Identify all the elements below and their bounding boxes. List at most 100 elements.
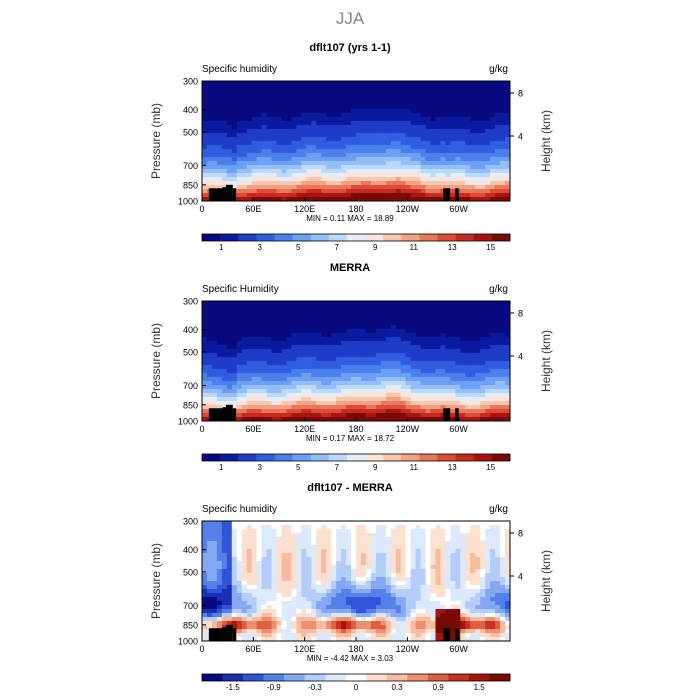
heatmap-cell: [390, 365, 397, 370]
heatmap-cell: [321, 593, 327, 598]
heatmap-cell: [370, 597, 377, 602]
heatmap-cell: [331, 113, 337, 118]
heatmap-cell: [450, 93, 456, 98]
heatmap-cell: [380, 621, 387, 626]
heatmap-cell: [380, 637, 387, 641]
heatmap-cell: [326, 377, 332, 382]
heatmap-cell: [346, 333, 352, 338]
heatmap-cell: [211, 173, 218, 178]
heatmap-cell: [375, 633, 382, 638]
heatmap-cell: [256, 373, 263, 378]
heatmap-cell: [236, 521, 243, 526]
heatmap-cell: [221, 93, 228, 98]
heatmap-cell: [460, 177, 466, 182]
heatmap-cell: [390, 337, 397, 342]
heatmap-cell: [450, 145, 456, 150]
heatmap-cell: [360, 129, 367, 134]
heatmap-cell: [301, 337, 307, 342]
heatmap-cell: [251, 137, 258, 142]
heatmap-cell: [266, 333, 273, 338]
colorbar-swatch: [220, 234, 239, 241]
heatmap-cell: [351, 553, 357, 558]
heatmap-cell: [365, 589, 372, 594]
heatmap-cell: [435, 169, 442, 174]
heatmap-cell: [351, 633, 357, 638]
heatmap-cell: [380, 137, 387, 142]
heatmap-cell: [410, 81, 417, 86]
heatmap-cell: [266, 337, 273, 342]
heatmap-cell: [351, 337, 357, 342]
colorbar-label: 11: [410, 243, 419, 252]
heatmap-cell: [425, 189, 432, 194]
heatmap-cell: [241, 97, 248, 102]
heatmap-cell: [216, 573, 223, 578]
heatmap-cell: [420, 125, 427, 130]
heatmap-cell: [356, 549, 362, 554]
heatmap-cell: [306, 537, 312, 542]
heatmap-cell: [336, 413, 342, 418]
heatmap-cell: [475, 117, 481, 122]
heatmap-cell: [395, 169, 402, 174]
heatmap-cell: [500, 329, 506, 334]
heatmap-cell: [425, 369, 432, 374]
heatmap-cell: [356, 177, 362, 182]
heatmap-cell: [365, 585, 372, 590]
heatmap-cell: [480, 341, 486, 346]
heatmap-cell: [375, 529, 382, 534]
heatmap-cell: [475, 329, 481, 334]
heatmap-cell: [505, 197, 510, 201]
heatmap-cell: [271, 549, 278, 554]
heatmap-cell: [425, 305, 432, 310]
heatmap-cell: [276, 633, 283, 638]
heatmap-cell: [251, 125, 258, 130]
heatmap-cell: [440, 345, 447, 350]
heatmap-cell: [356, 165, 362, 170]
heatmap-cell: [450, 321, 456, 326]
heatmap-cell: [226, 601, 233, 606]
heatmap-cell: [445, 105, 451, 110]
heatmap-cell: [271, 337, 278, 342]
heatmap-cell: [276, 85, 283, 90]
heatmap-cell: [276, 549, 283, 554]
heatmap-cell: [241, 573, 248, 578]
heatmap-cell: [480, 105, 486, 110]
heatmap-cell: [505, 341, 510, 346]
heatmap-cell: [306, 165, 312, 170]
heatmap-cell: [395, 97, 402, 102]
heatmap-cell: [206, 317, 213, 322]
units-label: g/kg: [489, 284, 508, 295]
heatmap-cell: [271, 325, 278, 330]
heatmap-cell: [360, 561, 367, 566]
heatmap-cell: [380, 349, 387, 354]
heatmap-cell: [296, 149, 302, 154]
heatmap-cell: [241, 577, 248, 582]
heatmap-cell: [286, 125, 293, 130]
heatmap-cell: [256, 365, 263, 370]
heatmap-cell: [505, 301, 510, 306]
heatmap-cell: [246, 193, 253, 198]
heatmap-cell: [251, 193, 258, 198]
heatmap-cell: [455, 129, 461, 134]
heatmap-cell: [460, 173, 466, 178]
heatmap-cell: [440, 189, 447, 194]
heatmap-cell: [400, 325, 407, 330]
heatmap-cell: [216, 85, 223, 90]
heatmap-cell: [351, 593, 357, 598]
heatmap-cell: [276, 393, 283, 398]
heatmap-cell: [445, 153, 451, 158]
heatmap-cell: [331, 129, 337, 134]
heatmap-cell: [296, 573, 302, 578]
heatmap-cell: [485, 349, 491, 354]
heatmap-cell: [276, 349, 283, 354]
heatmap-cell: [430, 385, 437, 390]
heatmap-cell: [301, 381, 307, 386]
heatmap-cell: [316, 569, 322, 574]
heatmap-cell: [211, 169, 218, 174]
heatmap-cell: [266, 573, 273, 578]
heatmap-cell: [226, 377, 233, 382]
heatmap-cell: [465, 153, 471, 158]
heatmap-cell: [336, 537, 342, 542]
heatmap-cell: [341, 333, 347, 338]
heatmap-cell: [380, 305, 387, 310]
heatmap-cell: [291, 313, 297, 318]
